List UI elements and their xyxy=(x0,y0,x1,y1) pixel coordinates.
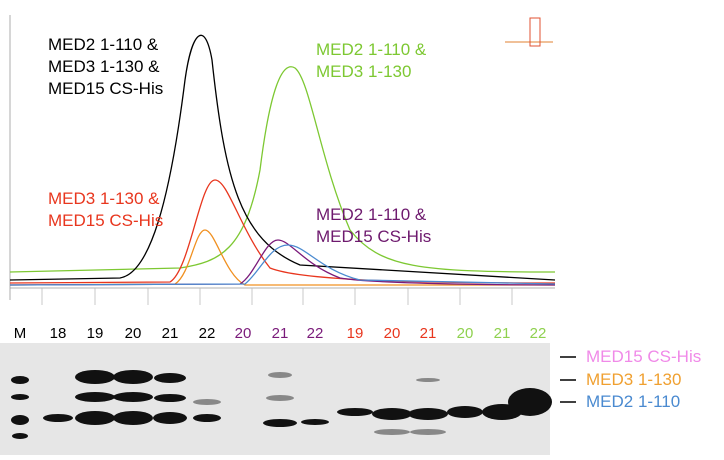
green-trace xyxy=(9,66,556,273)
lane-label: 20 xyxy=(235,325,252,342)
band-labels: MED15 CS-His MED3 1-130 MED2 1-110 xyxy=(560,347,701,411)
lane-label: 21 xyxy=(420,325,437,342)
lane-label: 21 xyxy=(272,325,289,342)
chromatogram xyxy=(9,15,556,305)
lane-label: 21 xyxy=(162,325,179,342)
band-label: MED15 CS-His xyxy=(586,347,701,366)
lane-label: 20 xyxy=(384,325,401,342)
lane-label: 19 xyxy=(87,325,104,342)
band-label: MED3 1-130 xyxy=(586,370,681,389)
black-trace xyxy=(9,34,556,281)
lane-label: 18 xyxy=(50,325,67,342)
lane-label: 22 xyxy=(530,325,547,342)
purple-trace xyxy=(9,239,556,286)
lane-label: 20 xyxy=(125,325,142,342)
annotation-line: MED3 1-130 & xyxy=(48,189,160,208)
annotation-line: MED2 1-110 & xyxy=(316,205,427,224)
blue-trace xyxy=(9,244,556,286)
lane-label: 21 xyxy=(494,325,511,342)
annotation-line: MED15 CS-His xyxy=(48,79,163,98)
lane-labels: M 18 19 20 21 22 20 21 22 19 20 21 20 21 22 xyxy=(14,325,547,342)
thumbnail xyxy=(505,17,553,47)
band-label: MED2 1-110 xyxy=(586,392,680,411)
annotations: MED2 1-110 & MED3 1-130 & MED15 CS-His MED2… xyxy=(48,35,431,246)
annotation-line: MED3 1-130 xyxy=(316,62,411,81)
annotation-line: MED2 1-110 & xyxy=(316,40,427,59)
lane-label: 19 xyxy=(347,325,364,342)
lane-label: 22 xyxy=(307,325,324,342)
annotation-line: MED3 1-130 & xyxy=(48,57,160,76)
gel xyxy=(0,343,552,455)
lane-label: 20 xyxy=(457,325,474,342)
orange-trace xyxy=(9,229,555,286)
lane-label: 22 xyxy=(199,325,216,342)
annotation-line: MED15 CS-His xyxy=(48,211,163,230)
annotation-line: MED2 1-110 & xyxy=(48,35,159,54)
x-ticks xyxy=(41,288,513,305)
lane-label: M xyxy=(14,325,27,342)
annotation-line: MED15 CS-His xyxy=(316,227,431,246)
